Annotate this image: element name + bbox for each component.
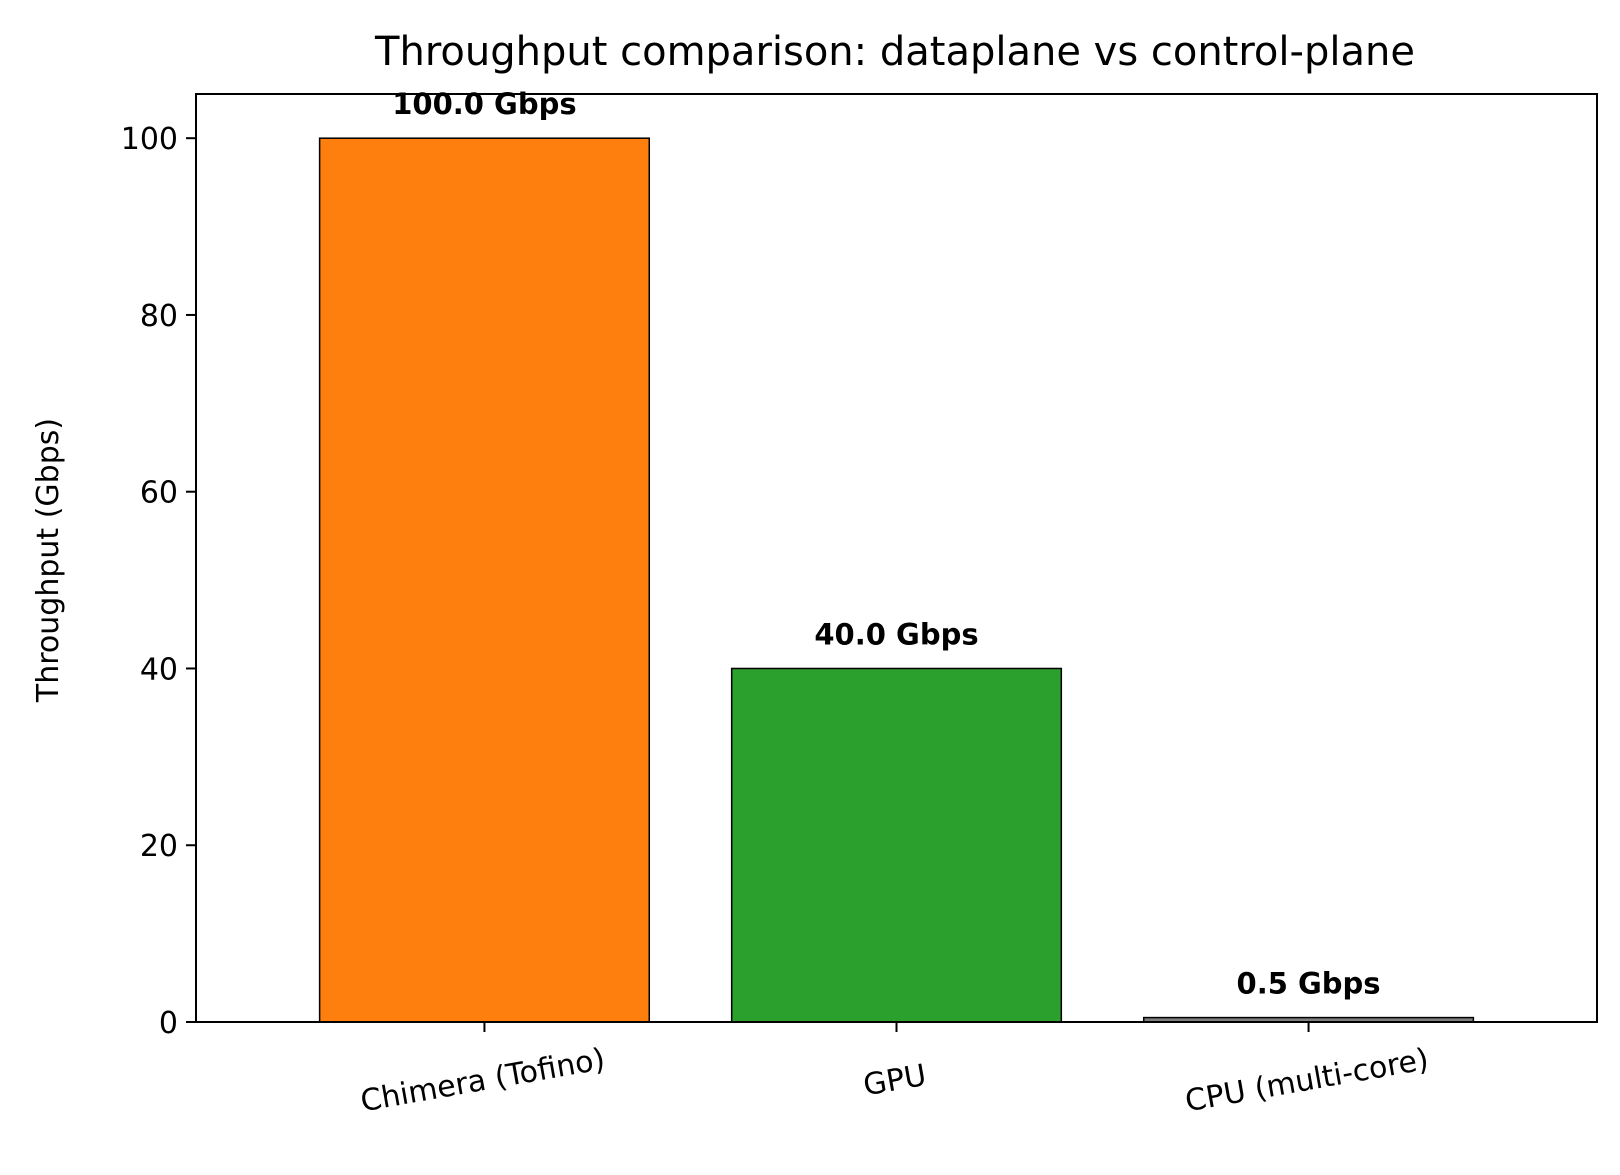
bar-0 (318, 137, 651, 1023)
data-label-2: 0.5 Gbps (1237, 967, 1381, 1001)
y-tick-label-1: 20 (140, 829, 178, 864)
bars-layer: 100.0 Gbps 40.0 Gbps 0.5 Gbps (318, 87, 1475, 1023)
data-label-0: 100.0 Gbps (392, 87, 576, 121)
y-tick-label-2: 40 (140, 652, 178, 687)
axes-frame (195, 93, 1598, 1023)
y-tick-label-4: 80 (140, 299, 178, 334)
y-tick-label-5: 100 (121, 122, 178, 157)
x-tick-label-1: GPU (861, 1058, 929, 1103)
y-tick-label-0: 0 (159, 1006, 178, 1041)
data-label-1: 40.0 Gbps (814, 617, 978, 651)
y-tick-label-3: 60 (140, 476, 178, 511)
chart-title: Throughput comparison: dataplane vs cont… (374, 29, 1415, 75)
y-axis-label: Throughput (Gbps) (31, 418, 66, 703)
x-tick-label-0: Chimera (Tofino) (358, 1042, 608, 1119)
bar-1 (730, 667, 1063, 1023)
x-tick-label-2: CPU (multi-core) (1183, 1042, 1432, 1119)
